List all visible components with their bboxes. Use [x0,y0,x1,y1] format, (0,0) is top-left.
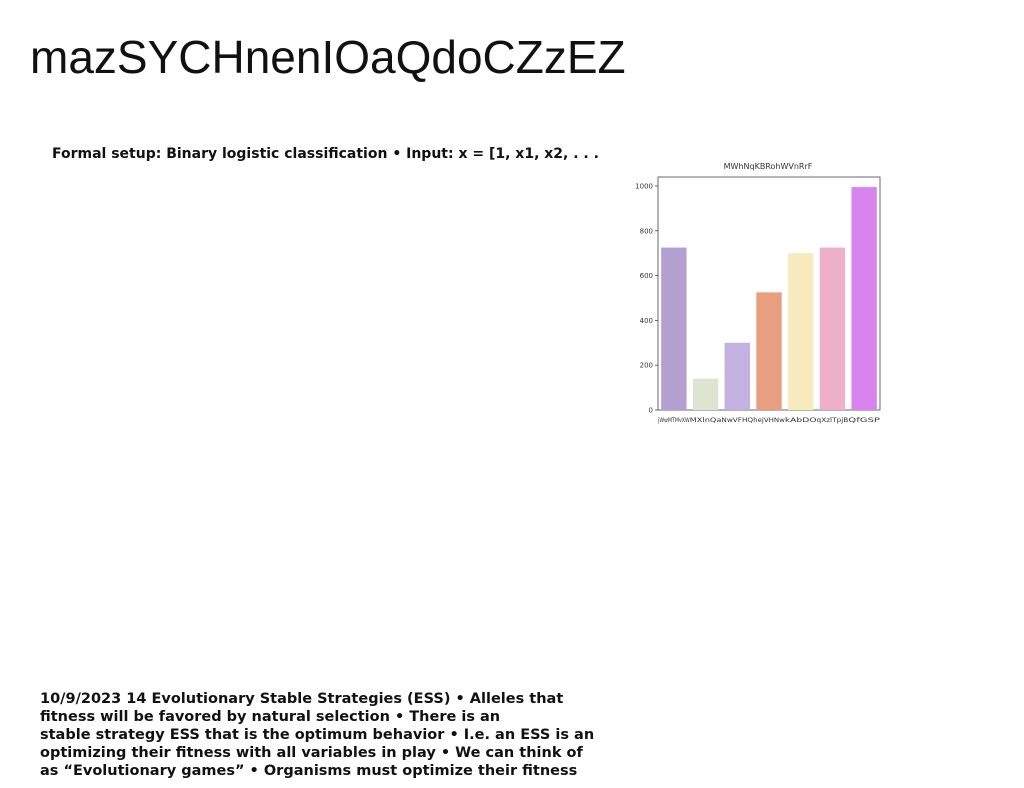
x-tick-label: qXzlTpjB [817,416,849,424]
bar [851,187,877,410]
x-tick-label: MXlnQa [690,416,722,424]
subtitle: Formal setup: Binary logistic classifica… [52,146,599,162]
x-tick-label: jWwMTMvXW [657,416,690,424]
footer-line: stable strategy ESS that is the optimum … [40,727,595,743]
footer-text: 10/9/2023 14 Evolutionary Stable Strateg… [40,690,594,780]
x-tick-label: NwVFHQ [721,416,753,424]
y-tick-label: 200 [640,362,653,370]
y-tick-label: 1000 [635,182,653,190]
bar [661,247,687,410]
y-tick-label: 600 [640,272,653,280]
bar [692,378,719,410]
footer-line: as “Evolutionary games” • Organisms must… [40,763,578,779]
x-tick-label: QfGSP [848,416,880,424]
footer-line: fitness will be favored by natural selec… [40,709,501,725]
x-tick-label: kAbDO [785,416,817,424]
bar [788,253,814,410]
y-tick-label: 0 [649,407,653,415]
chart: MWhNqKBRohWVnRrF 0 200 400 600 800 1000 jWwMTM… [635,162,881,424]
chart-title: MWhNqKBRohWVnRrF [724,162,813,171]
y-tick-label: 800 [640,227,653,235]
x-tick-label: hejVHNw [753,416,785,424]
footer-line: 10/9/2023 14 Evolutionary Stable Strateg… [40,691,564,707]
footer-line: optimizing their fitness with all variab… [40,745,583,761]
bar [819,247,846,410]
bar [724,342,750,410]
bar [756,292,782,410]
y-tick-label: 400 [640,317,653,325]
slide-title: mazSYCHnenIOaQdoCZzEZ [30,31,626,83]
